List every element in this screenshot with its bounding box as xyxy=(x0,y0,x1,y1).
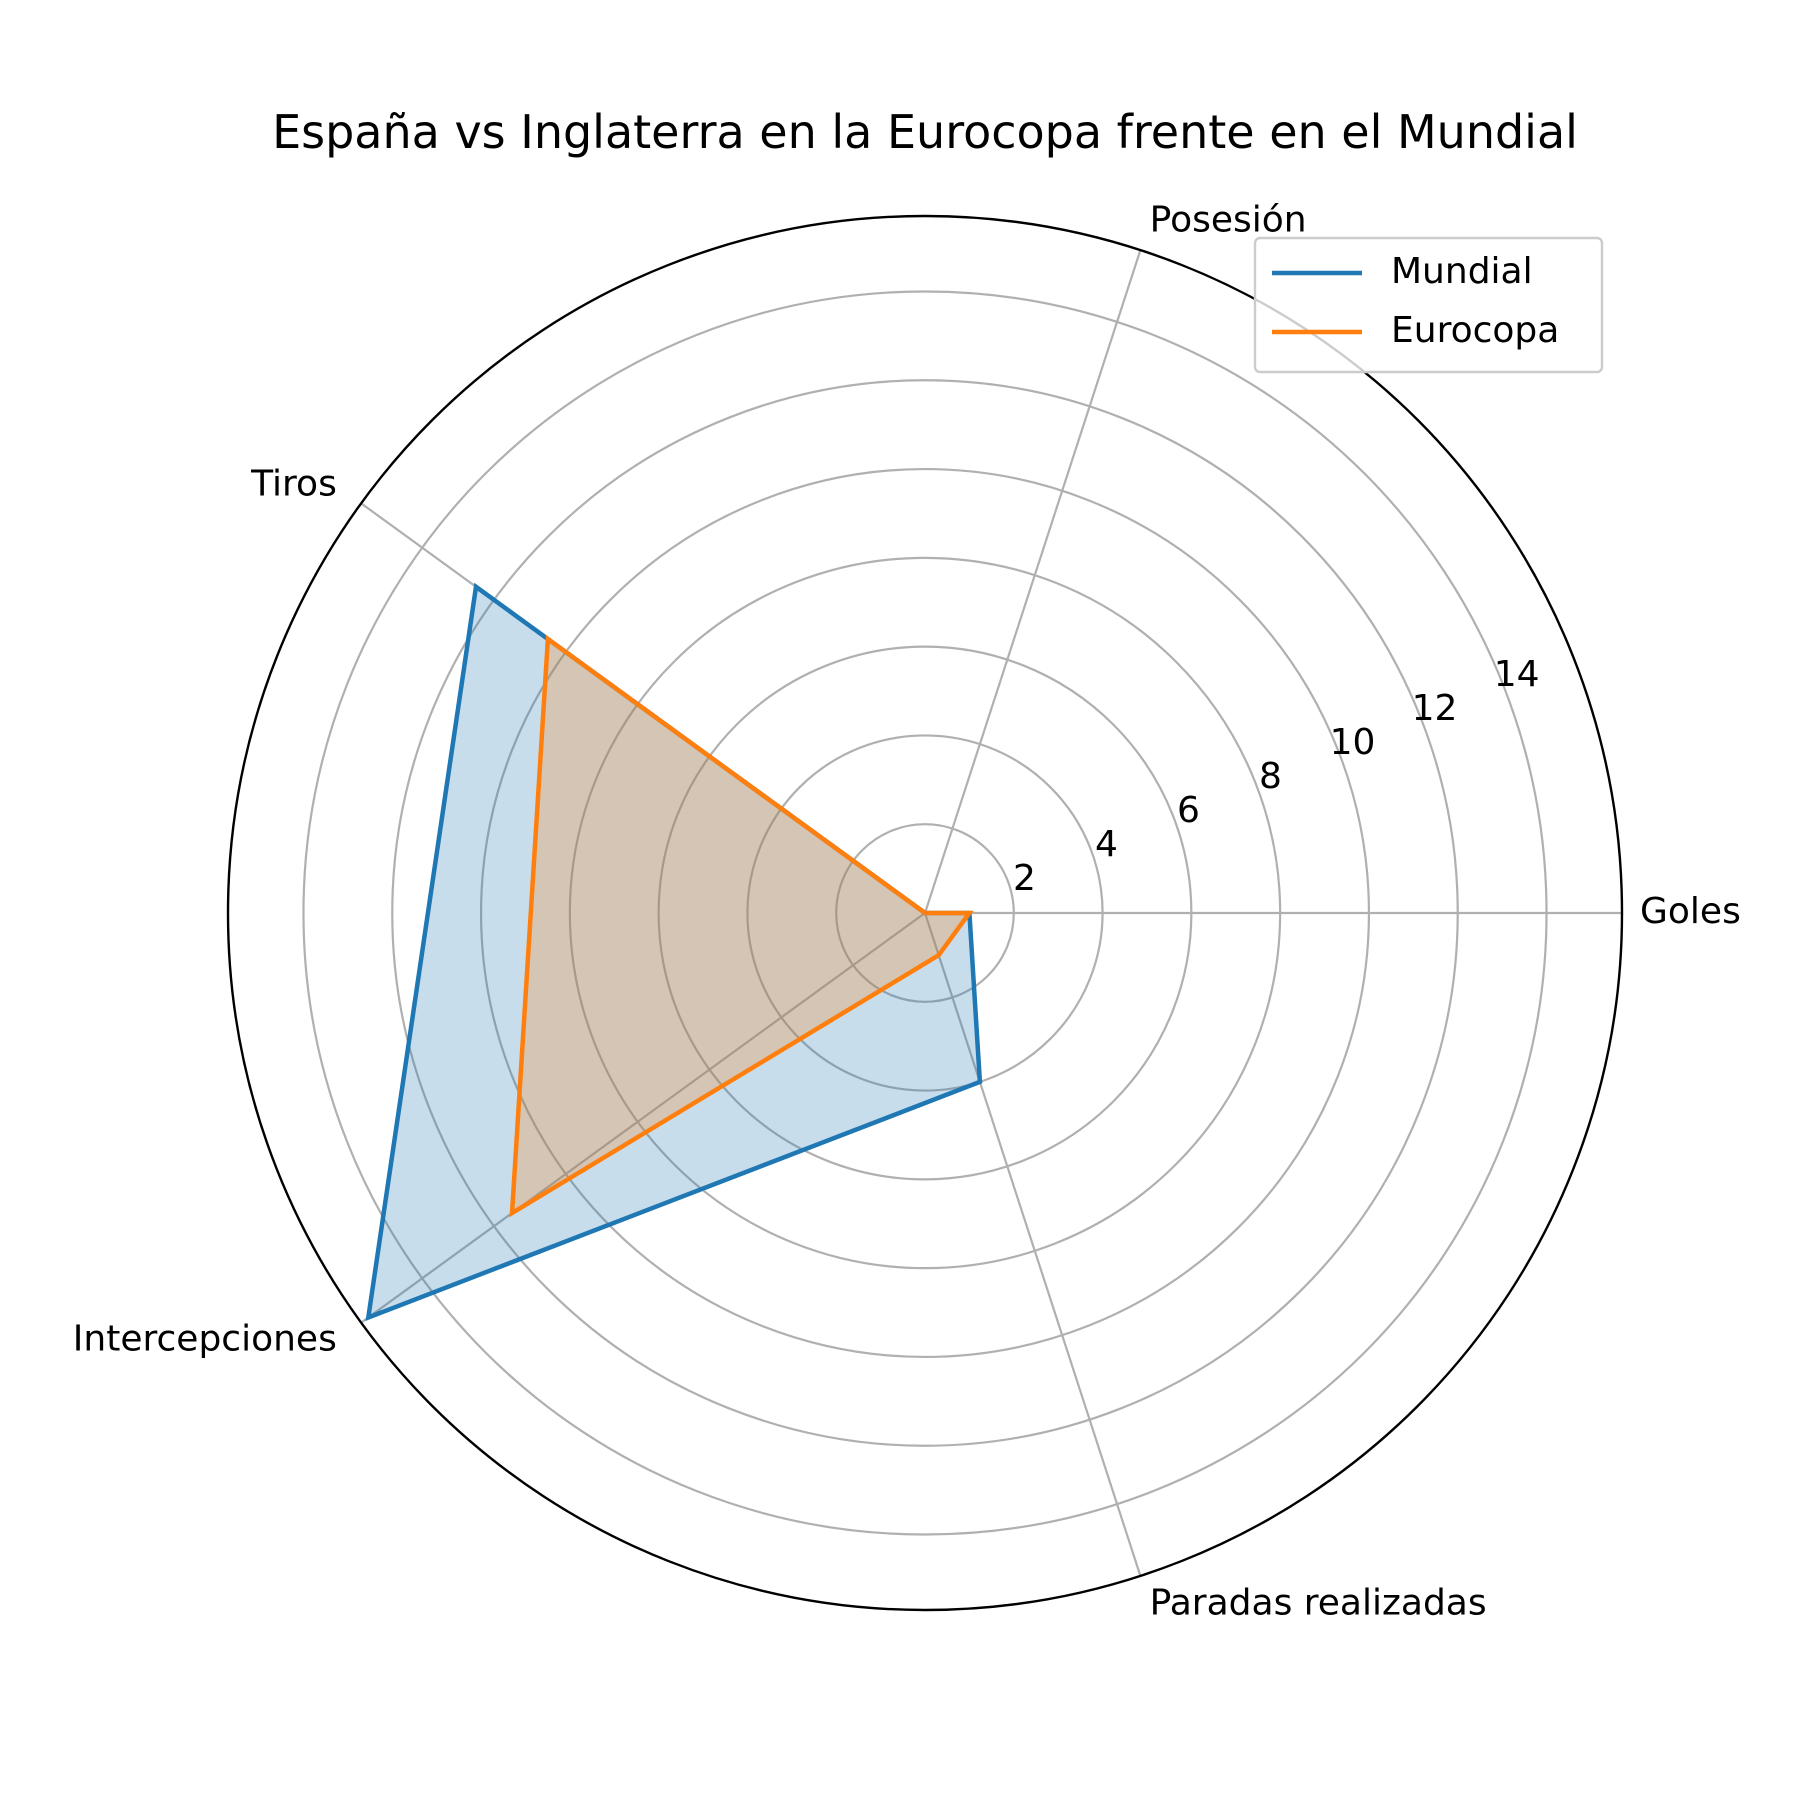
radial-tick-label: 14 xyxy=(1494,654,1540,695)
spoke-gridline xyxy=(923,912,1142,1577)
axis-label-2: Tiros xyxy=(250,464,337,505)
legend: Mundial Eurocopa xyxy=(1253,236,1604,374)
radial-tick-label: 10 xyxy=(1330,722,1376,763)
series-line xyxy=(509,634,974,1218)
axis-label-4: Paradas realizadas xyxy=(1150,1582,1487,1623)
axis-label-1: Posesión xyxy=(1150,200,1307,241)
radial-tick-label: 2 xyxy=(1013,858,1036,899)
spoke-gridline xyxy=(923,249,1142,914)
series-area xyxy=(512,639,970,1214)
series-area xyxy=(368,586,980,1318)
series-layer xyxy=(365,582,983,1321)
radial-tick-label: 6 xyxy=(1177,790,1200,831)
radial-tick-label: 8 xyxy=(1259,756,1282,797)
spoke-gridline xyxy=(360,912,926,1324)
radial-tick-label: 12 xyxy=(1412,688,1458,729)
series-eurocopa xyxy=(509,634,974,1218)
polar-frame xyxy=(226,214,1624,1612)
axis-labels: Goles Posesión Tiros Intercepciones Paradas … xyxy=(73,200,1741,1624)
radial-grid: 2 4 6 8 10 12 14 xyxy=(226,214,1624,1612)
axis-label-3: Intercepciones xyxy=(73,1318,337,1359)
axis-label-0: Goles xyxy=(1640,891,1741,932)
chart-title: España vs Inglaterra en la Eurocopa fren… xyxy=(272,105,1578,159)
legend-label: Mundial xyxy=(1391,251,1533,292)
radial-tick-label: 4 xyxy=(1095,824,1118,865)
legend-label: Eurocopa xyxy=(1391,310,1559,351)
